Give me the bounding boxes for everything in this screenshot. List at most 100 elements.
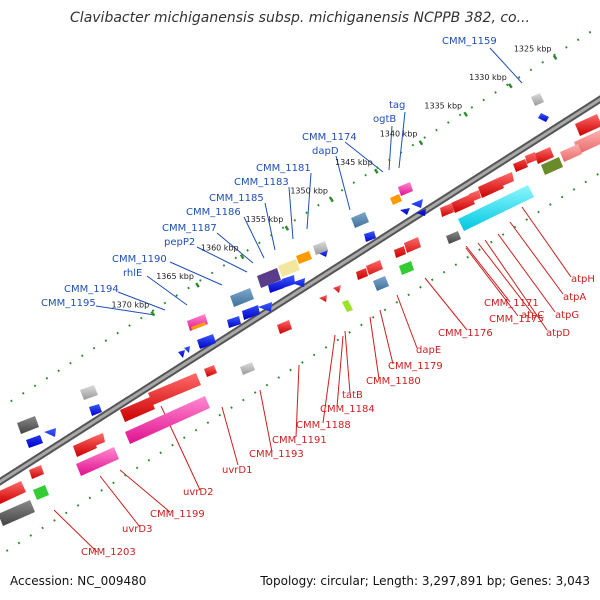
guide-tick	[5, 549, 9, 552]
gene-feature	[296, 251, 312, 264]
guide-tick	[10, 399, 13, 403]
guide-tick	[293, 218, 297, 222]
gene-feature	[204, 365, 217, 377]
gene-feature	[390, 194, 402, 205]
guide-tick	[312, 353, 316, 357]
gene-feature	[80, 385, 98, 400]
gene-feature	[33, 485, 49, 500]
guide-tick	[305, 211, 308, 215]
guide-tick	[435, 128, 438, 132]
reverse-gene-label: uvrD3	[122, 524, 152, 535]
guide-tick	[446, 121, 450, 124]
guide-tick	[596, 173, 599, 176]
guide-tick	[395, 300, 399, 304]
guide-tick	[206, 421, 210, 424]
guide-tick	[466, 255, 469, 259]
forward-gene-label: CMM_1186	[186, 207, 241, 218]
reverse-gene-label: atpG	[555, 310, 579, 321]
gene-feature	[242, 302, 272, 320]
gene-feature	[538, 113, 549, 122]
guide-tick	[21, 391, 25, 395]
gene-feature	[318, 250, 328, 257]
guide-tick	[112, 481, 115, 485]
guide-tick	[29, 534, 33, 537]
reverse-gene-label: dapE	[416, 345, 441, 356]
kbp-tick	[284, 225, 290, 231]
guide-tick	[470, 106, 474, 109]
guide-tick	[194, 428, 198, 432]
forward-gene-label: dapD	[312, 146, 339, 157]
guide-tick	[64, 511, 68, 515]
guide-tick	[364, 173, 367, 177]
forward-gene-label: pepP2	[164, 237, 195, 248]
guide-tick	[187, 286, 190, 290]
gene-feature	[399, 261, 414, 275]
reverse-gene-label: CMM_1184	[320, 404, 375, 415]
guide-tick	[128, 324, 131, 327]
guide-tick	[454, 263, 458, 267]
guide-tick	[494, 91, 497, 94]
accession-text: Accession: NC_009480	[10, 574, 147, 588]
reverse-gene-label: uvrD2	[183, 487, 213, 498]
guide-tick	[336, 338, 340, 342]
kbp-label: 1370 kbp	[112, 301, 150, 310]
gene-feature	[73, 433, 105, 457]
gene-feature	[560, 144, 582, 162]
guide-tick	[419, 285, 422, 289]
reverse-gene-label: atpC	[521, 310, 544, 321]
guide-tick	[430, 278, 434, 282]
guide-tick	[482, 98, 486, 102]
gene-feature	[257, 268, 281, 288]
reverse-gene-label: tatB	[342, 390, 363, 401]
reverse-gene-label: atpA	[563, 292, 586, 303]
guide-tick	[277, 376, 281, 379]
kbp-labels: 1325 kbp 1330 kbp 1335 kbp 1340 kbp 1345 kbp…	[112, 44, 558, 317]
gene-feature	[513, 152, 537, 172]
guide-tick	[588, 30, 592, 34]
guide-tick	[383, 308, 387, 312]
forward-gene-label: CMM_1185	[209, 193, 264, 204]
reverse-gene-label: uvrD1	[222, 465, 252, 476]
map-title: Clavibacter michiganensis subsp. michiga…	[70, 10, 530, 26]
kbp-label: 1355 kbp	[246, 215, 284, 224]
gene-feature	[451, 190, 481, 213]
reverse-gene-label: CMM_1176	[438, 328, 493, 339]
gene-feature	[394, 237, 421, 258]
guide-tick	[242, 398, 245, 402]
guide-tick	[529, 68, 533, 72]
guide-tick	[407, 293, 410, 297]
guide-tick	[163, 301, 167, 305]
guide-tick	[45, 376, 49, 380]
kbp-label: 1350 kbp	[290, 187, 328, 196]
reverse-gene-label: CMM_1175	[489, 314, 544, 325]
guide-tick	[246, 249, 249, 252]
guide-tick	[584, 180, 588, 184]
gene-feature	[541, 157, 563, 175]
guide-tick	[116, 331, 119, 335]
gene-feature	[197, 334, 216, 349]
guide-tick	[317, 203, 320, 207]
guide-tick	[478, 248, 481, 251]
kbp-label: 1340 kbp	[380, 130, 418, 139]
guide-tick	[411, 143, 415, 147]
reverse-gene-label: CMM_1180	[366, 376, 421, 387]
guide-tick	[253, 391, 257, 394]
guide-tick	[151, 309, 155, 312]
guide-tick	[301, 361, 304, 364]
guide-tick	[560, 195, 564, 199]
guide-tick	[399, 151, 403, 154]
forward-gene-label: ogtB	[373, 114, 396, 125]
reverse-gene-label: CMM_1171	[484, 298, 539, 309]
guide-tick	[159, 451, 162, 455]
gene-feature	[313, 241, 328, 255]
guide-tick	[104, 339, 108, 342]
kbp-tick	[239, 253, 245, 260]
gene-feature	[574, 130, 600, 154]
guide-tick	[183, 436, 186, 440]
guide-tick	[80, 354, 84, 358]
guide-tick	[222, 264, 226, 267]
genome-summary: Topology: circular; Length: 3,297,891 bp…	[260, 574, 590, 588]
gene-feature	[29, 465, 44, 479]
kbp-label: 1360 kbp	[201, 244, 239, 253]
